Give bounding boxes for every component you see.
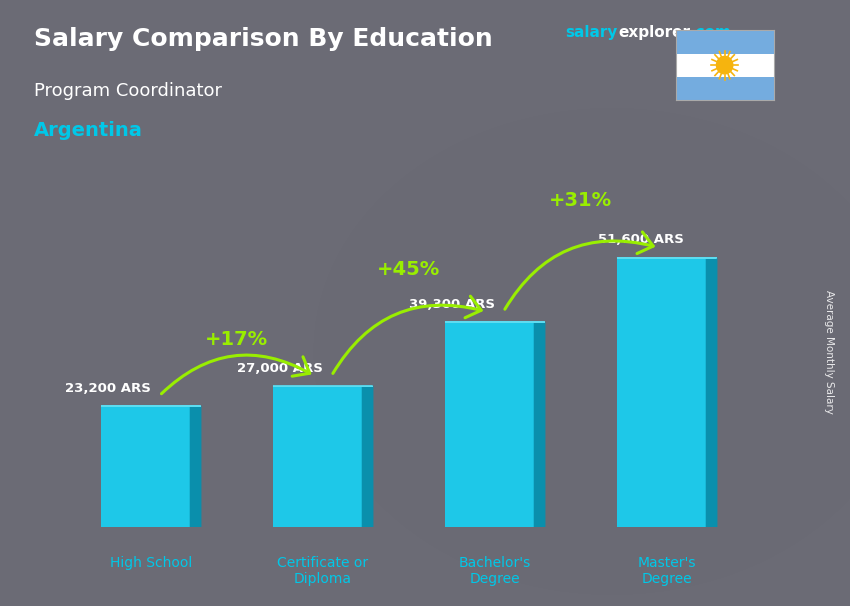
Text: Argentina: Argentina — [34, 121, 143, 140]
Text: Salary Comparison By Education: Salary Comparison By Education — [34, 27, 493, 52]
Text: Bachelor's
Degree: Bachelor's Degree — [459, 556, 531, 586]
Text: 23,200 ARS: 23,200 ARS — [65, 382, 150, 395]
FancyBboxPatch shape — [273, 386, 362, 527]
Text: .com: .com — [690, 25, 731, 41]
Text: +45%: +45% — [377, 261, 440, 279]
Text: Program Coordinator: Program Coordinator — [34, 82, 222, 100]
Bar — [676, 77, 774, 100]
Bar — [676, 53, 774, 77]
Text: 51,600 ARS: 51,600 ARS — [598, 233, 684, 246]
Polygon shape — [362, 386, 373, 527]
FancyArrowPatch shape — [505, 232, 653, 309]
FancyArrowPatch shape — [333, 296, 481, 373]
FancyBboxPatch shape — [617, 258, 706, 527]
FancyBboxPatch shape — [445, 322, 535, 527]
Bar — [676, 30, 774, 53]
Text: 39,300 ARS: 39,300 ARS — [409, 298, 495, 310]
Circle shape — [717, 56, 733, 74]
Polygon shape — [190, 406, 201, 527]
Text: Master's
Degree: Master's Degree — [638, 556, 696, 586]
Text: +17%: +17% — [206, 330, 269, 349]
Text: 27,000 ARS: 27,000 ARS — [237, 362, 323, 375]
FancyArrowPatch shape — [162, 355, 309, 394]
FancyBboxPatch shape — [101, 406, 190, 527]
Text: explorer: explorer — [618, 25, 690, 41]
Text: salary: salary — [565, 25, 618, 41]
Text: Certificate or
Diploma: Certificate or Diploma — [277, 556, 368, 586]
Polygon shape — [535, 322, 545, 527]
Polygon shape — [706, 258, 717, 527]
Text: +31%: +31% — [549, 191, 612, 210]
Text: High School: High School — [110, 556, 192, 570]
Text: Average Monthly Salary: Average Monthly Salary — [824, 290, 834, 413]
Ellipse shape — [314, 109, 850, 594]
